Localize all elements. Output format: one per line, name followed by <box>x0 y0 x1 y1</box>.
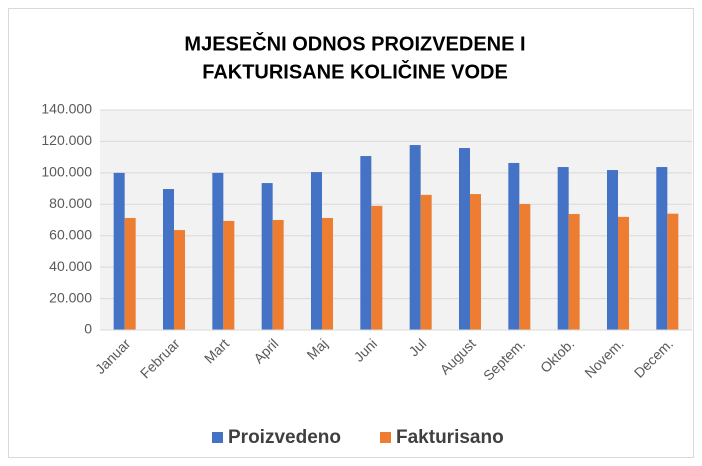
bar <box>557 167 569 330</box>
bar <box>470 194 481 330</box>
chart-title: FAKTURISANE KOLIČINE VODE <box>202 59 508 83</box>
bar <box>420 194 432 330</box>
legend-label: Proizvedeno <box>228 427 341 448</box>
bar <box>163 189 174 330</box>
legend-swatch <box>212 432 223 443</box>
legend-label: Fakturisano <box>396 427 504 448</box>
bar <box>371 205 383 330</box>
y-tick-label: 40.000 <box>49 258 92 274</box>
legend-swatch <box>380 432 391 443</box>
bar <box>667 213 679 330</box>
bar <box>212 172 224 330</box>
chart-title: MJESEČNI ODNOS PROIZVEDENE I <box>184 31 525 55</box>
bar <box>272 220 284 330</box>
bar <box>568 214 580 330</box>
bar <box>311 172 322 330</box>
y-tick-label: 120.000 <box>41 132 92 148</box>
bar <box>322 217 333 330</box>
bar <box>223 220 235 330</box>
bar <box>174 230 185 330</box>
bar <box>618 216 629 330</box>
bar <box>124 217 136 330</box>
y-tick-label: 100.000 <box>41 164 92 180</box>
plot-area <box>100 110 692 330</box>
bar <box>607 170 618 330</box>
y-tick-label: 60.000 <box>49 226 92 242</box>
bar <box>261 183 273 330</box>
bar <box>459 148 470 330</box>
bar <box>519 203 531 330</box>
bar <box>360 156 372 330</box>
bar <box>113 172 125 330</box>
bar <box>508 162 520 330</box>
bar <box>409 145 421 330</box>
y-tick-label: 0 <box>84 321 92 337</box>
y-tick-label: 20.000 <box>49 289 92 305</box>
bar <box>656 167 668 330</box>
y-tick-label: 140.000 <box>41 101 92 117</box>
y-tick-label: 80.000 <box>49 195 92 211</box>
